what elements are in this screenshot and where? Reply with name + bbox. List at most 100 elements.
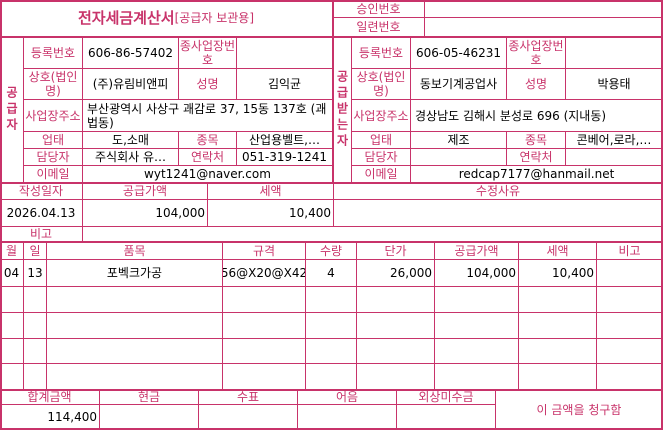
total-value	[198, 404, 298, 430]
serial-number-value	[424, 17, 663, 37]
supplier-rep-label: 성명	[178, 68, 237, 100]
item-header-text: 세액	[546, 243, 569, 258]
divider	[0, 36, 663, 38]
receiver-name-label: 상호(법인명)	[351, 68, 411, 100]
item-row-cell: 26,000	[356, 259, 435, 287]
supplier-reg-value-text: 606-86-57402	[87, 45, 173, 60]
total-value	[396, 404, 496, 430]
supplier-type-value: 도,소매	[82, 131, 179, 149]
item-row-cell-text: 56@X20@X42	[222, 266, 306, 280]
supplier-email-label: 이메일	[23, 165, 83, 183]
supplier-sub-label: 종사업장번호	[178, 36, 237, 69]
supplier-type-label: 업태	[23, 131, 83, 149]
receiver-rep-label-text: 성명	[524, 77, 548, 91]
item-row-cell	[222, 363, 306, 390]
item-row-cell	[434, 338, 519, 364]
item-row-cell-text: 4	[327, 266, 335, 280]
receiver-addr-label-text: 사업장주소	[353, 108, 409, 123]
total-header: 어음	[297, 389, 397, 405]
receiver-sub-label-text: 종사업장번호	[508, 38, 564, 67]
supplier-rep-value-text: 김익균	[267, 77, 302, 91]
total-header: 외상미수금	[396, 389, 496, 405]
supply-label: 공급가액	[82, 182, 208, 200]
supplier-contact-value: 주식회사 유…	[82, 148, 179, 166]
approval-number-value	[424, 0, 663, 18]
approval-number-label-text: 승인번호	[356, 1, 401, 16]
supplier-type-label-text: 업태	[41, 133, 65, 147]
note-label: 비고	[0, 226, 83, 242]
item-header-text: 비고	[618, 243, 641, 258]
supplier-contact-value-text: 주식회사 유…	[94, 150, 166, 164]
item-row-cell	[596, 363, 663, 390]
total-value-text: 114,400	[47, 410, 97, 424]
receiver-addr-value: 경상남도 김해시 분성로 696 (지내동)	[410, 99, 663, 132]
supplier-reg-label: 등록번호	[23, 36, 83, 69]
item-row-cell	[518, 363, 597, 390]
item-header-text: 수량	[319, 243, 343, 258]
receiver-item-value-text: 콘베어,로라,…	[576, 133, 652, 147]
receiver-name-value-text: 동보기계공업사	[419, 77, 498, 91]
total-header-text: 어음	[335, 390, 359, 404]
item-row-cell-text: 10,400	[552, 266, 594, 280]
receiver-addr-label: 사업장주소	[351, 99, 411, 132]
receiver-email-value-text: redcap7177@hanmail.net	[458, 167, 615, 181]
tax-label-text: 세액	[259, 184, 282, 198]
serial-number-label-text: 일련번호	[356, 20, 401, 34]
total-header-text: 현금	[137, 390, 161, 404]
divider	[0, 389, 663, 391]
receiver-contact-label-text: 담당자	[364, 150, 398, 164]
item-header-text: 월	[5, 243, 18, 258]
receiver-item-label-text: 종목	[524, 133, 548, 147]
supplier-name-value-text: (주)유림비앤피	[92, 77, 169, 91]
supplier-addr-value-text: 부산광역시 사상구 괘감로 37, 15동 137호 (괘법동)	[87, 101, 327, 130]
item-row-cell	[23, 363, 47, 390]
supplier-section-label: 공급자	[0, 36, 24, 183]
item-row-cell	[222, 338, 306, 364]
tax-value-text: 10,400	[289, 206, 331, 220]
receiver-item-value: 콘베어,로라,…	[565, 131, 663, 149]
item-row-cell	[305, 312, 357, 339]
reason-value	[333, 199, 663, 227]
item-row-cell	[518, 286, 597, 313]
item-row-cell-text: 104,000	[466, 266, 516, 280]
item-row-cell	[0, 286, 24, 313]
item-row-cell	[305, 338, 357, 364]
item-row-cell	[356, 363, 435, 390]
supplier-rep-value: 김익균	[236, 68, 333, 100]
item-row-cell	[0, 312, 24, 339]
item-header: 비고	[596, 241, 663, 260]
claim-text: 이 금액을 청구함	[495, 389, 663, 430]
item-row-cell-text: 26,000	[390, 266, 432, 280]
item-row-cell	[46, 363, 223, 390]
tax-label: 세액	[207, 182, 334, 200]
receiver-email-label: 이메일	[351, 165, 411, 183]
supplier-email-value: wyt1241@naver.com	[82, 165, 333, 183]
item-row-cell	[518, 312, 597, 339]
date-label: 작성일자	[0, 182, 83, 200]
supplier-contact-label-text: 담당자	[36, 150, 70, 164]
total-header: 합계금액	[0, 389, 100, 405]
item-row-cell-text: 04	[3, 266, 20, 280]
item-row-cell: 04	[0, 259, 24, 287]
item-row-cell	[23, 286, 47, 313]
item-row-cell: 10,400	[518, 259, 597, 287]
title-sub: [공급자 보관용]	[174, 11, 255, 25]
reason-label-text: 수정사유	[475, 184, 521, 198]
item-header: 규격	[222, 241, 306, 260]
item-row-cell-text: 13	[27, 266, 43, 280]
total-header-text: 합계금액	[27, 390, 72, 404]
item-row-cell	[356, 312, 435, 339]
supplier-item-label: 종목	[178, 131, 237, 149]
item-header-text: 품목	[123, 243, 146, 258]
receiver-rep-value-text: 박용태	[597, 77, 631, 91]
receiver-name-value: 동보기계공업사	[410, 68, 507, 100]
supplier-reg-value: 606-86-57402	[82, 36, 179, 69]
item-row-cell	[0, 338, 24, 364]
supplier-reg-label-text: 등록번호	[30, 45, 76, 60]
item-row-cell	[46, 286, 223, 313]
item-row-cell	[305, 363, 357, 390]
receiver-rep-label: 성명	[506, 68, 566, 100]
supplier-email-value-text: wyt1241@naver.com	[144, 167, 271, 181]
item-header: 품목	[46, 241, 223, 260]
item-header: 세액	[518, 241, 597, 260]
